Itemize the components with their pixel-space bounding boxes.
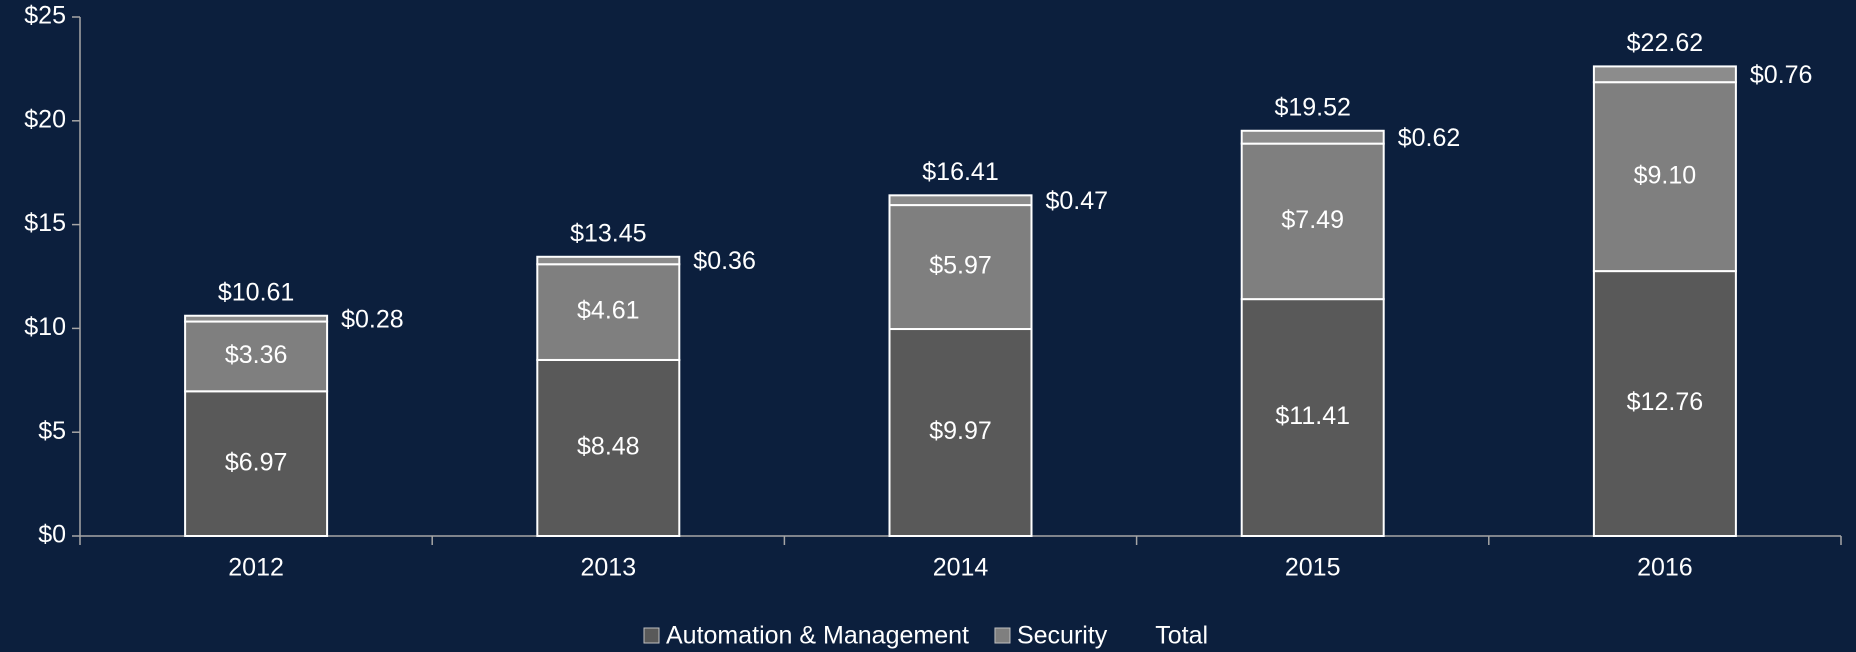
x-tick-label: 2016: [1637, 554, 1693, 582]
total-label: $22.62: [1627, 29, 1703, 57]
bar-segment: [888, 204, 1033, 331]
y-tick-label: $10: [24, 313, 66, 341]
value-label: $6.97: [225, 448, 288, 476]
legend-label: Automation & Management: [666, 622, 969, 650]
value-label: $0.62: [1398, 124, 1461, 152]
y-tick-label: $0: [38, 521, 66, 549]
value-label: $9.97: [929, 417, 992, 445]
bar-segment: [888, 328, 1033, 537]
bar-segment: [1592, 65, 1737, 84]
value-label: $4.61: [577, 297, 640, 325]
total-label: $19.52: [1274, 93, 1350, 121]
bar-segment: [1592, 81, 1737, 273]
value-label: $0.36: [693, 247, 756, 275]
total-label: $10.61: [218, 278, 294, 306]
value-label: $0.47: [1046, 187, 1109, 215]
y-tick-label: $15: [24, 209, 66, 237]
y-tick-label: $5: [38, 417, 66, 445]
value-label: $5.97: [929, 252, 992, 280]
value-label: $0.28: [341, 305, 404, 333]
value-label: $7.49: [1281, 206, 1344, 234]
y-tick-label: $25: [24, 2, 66, 30]
bar-segment: [184, 390, 329, 537]
legend-swatch: [643, 627, 660, 644]
x-tick-label: 2014: [933, 554, 989, 582]
total-label: $16.41: [922, 158, 998, 186]
x-tick-label: 2015: [1285, 554, 1341, 582]
bar-segment: [1592, 270, 1737, 537]
bar-segment: [888, 194, 1033, 207]
bar-segment: [184, 320, 329, 393]
bar-segment: [536, 263, 681, 361]
x-tick-label: 2012: [228, 554, 284, 582]
bar-segment: [536, 358, 681, 537]
legend-label: Security: [1017, 622, 1108, 650]
bar-segment: [1240, 142, 1385, 301]
value-label: $0.76: [1750, 61, 1813, 89]
legend-swatch: [994, 627, 1011, 644]
value-label: $11.41: [1275, 402, 1350, 430]
bar-segment: [184, 314, 329, 323]
bar-segment: [536, 255, 681, 266]
y-tick-label: $20: [24, 105, 66, 133]
value-label: $9.10: [1634, 161, 1697, 189]
legend-label: Total: [1155, 622, 1208, 650]
value-label: $3.36: [225, 341, 288, 369]
value-label: $12.76: [1627, 388, 1703, 416]
total-label: $13.45: [570, 219, 646, 247]
bar-segment: [1240, 298, 1385, 537]
bar-segment: [1240, 129, 1385, 145]
value-label: $8.48: [577, 433, 640, 461]
x-tick-label: 2013: [580, 554, 636, 582]
